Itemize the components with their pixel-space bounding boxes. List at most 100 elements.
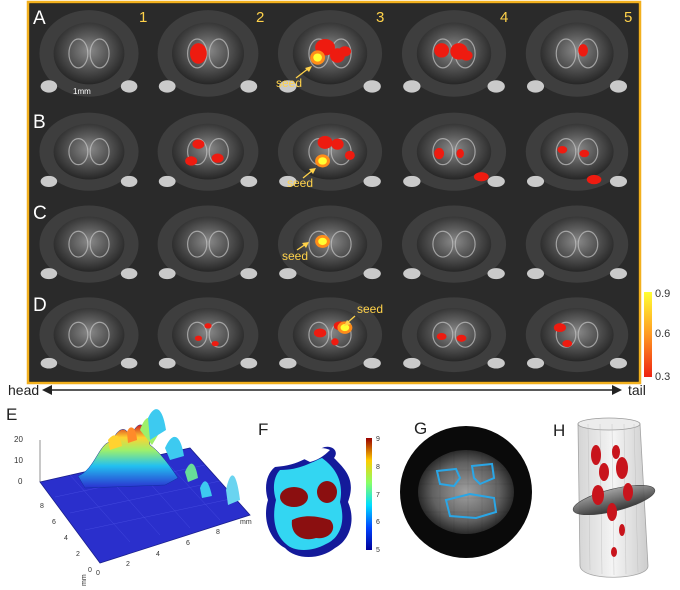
f-tick-8: 8	[376, 464, 380, 471]
column-labels: 1 2 3 4 5	[139, 9, 632, 26]
mri-slice-tile	[516, 107, 638, 200]
arrow-head-left	[42, 385, 52, 395]
mri-slice-tile	[30, 200, 148, 292]
surface-y-ticks: 0 2 4 6 8 mm	[40, 503, 92, 586]
arrow-head-right	[612, 385, 622, 395]
z-tick-20: 20	[14, 435, 23, 444]
panel-f-region-map: F 9 8 7 6 5	[258, 420, 380, 557]
row-label-a: A	[33, 8, 46, 29]
scale-bar-label: 1mm	[73, 87, 91, 96]
activation-blob	[344, 150, 355, 161]
region-notch	[302, 448, 330, 462]
mri-grid: A B C D 1 2 3 4 5 1mm seed seed	[26, 0, 670, 385]
panel-label-g: G	[414, 419, 427, 438]
mri-slice-tile	[392, 200, 516, 292]
colorbar-tick-mid: 0.6	[655, 328, 670, 340]
x-tick: 6	[186, 540, 190, 547]
f-tick-5: 5	[376, 547, 380, 554]
seed-label: seed	[287, 176, 313, 190]
panel-label-h: H	[553, 421, 565, 440]
activation-colorbar: 0.9 0.6 0.3	[644, 288, 670, 383]
mri-tiles	[30, 4, 638, 381]
z-tick-0: 0	[18, 477, 23, 486]
roi-outline-left	[435, 467, 462, 488]
mri-slice-tile	[516, 292, 638, 381]
column-label-2: 2	[256, 9, 264, 26]
region-core-left	[280, 487, 308, 507]
activation-clusters	[591, 445, 633, 557]
activation-blob	[456, 334, 467, 342]
mri-slice-tile	[268, 107, 392, 200]
activation-blob	[553, 323, 567, 333]
y-tick: 2	[76, 551, 80, 558]
surface-peaks	[77, 409, 240, 505]
roi-outline-right	[470, 462, 496, 486]
seed-label: seed	[282, 249, 308, 263]
mri-slice-tile	[268, 292, 392, 381]
seed-marker-b3: seed	[287, 168, 316, 190]
x-unit: mm	[240, 519, 252, 526]
y-tick: 0	[88, 567, 92, 574]
activation-blob	[586, 174, 602, 185]
mri-slice-tile	[392, 107, 516, 200]
seed-label: seed	[357, 302, 383, 316]
jet-colorbar	[366, 438, 372, 550]
colorbar-tick-low: 0.3	[655, 371, 670, 383]
activation-blob	[456, 148, 464, 159]
region-core-right	[317, 481, 337, 503]
panel-label-f: F	[258, 420, 268, 439]
activation-blob	[194, 335, 202, 341]
mri-slice-tile	[148, 200, 268, 292]
row-labels: A B C D	[33, 8, 47, 316]
mri-slice-tile	[392, 4, 516, 107]
roi-outline-bottom	[444, 492, 498, 520]
panel-label-e: E	[6, 405, 17, 424]
tail-label: tail	[628, 382, 646, 398]
activation-blob	[434, 147, 445, 160]
z-tick-10: 10	[14, 456, 23, 465]
colorbar-tick-high: 0.9	[655, 288, 670, 300]
mri-slice-tile	[516, 4, 638, 107]
f-tick-9: 9	[376, 436, 380, 443]
colorbar-gradient	[644, 292, 652, 377]
y-tick: 8	[40, 503, 44, 510]
region-core-bottom	[291, 516, 334, 540]
activation-blob	[317, 135, 333, 149]
activation-blob	[562, 340, 573, 348]
column-label-5: 5	[624, 9, 632, 26]
cord-top-cap	[577, 417, 641, 431]
y-unit: mm	[81, 574, 88, 586]
mri-slice-tile	[516, 200, 638, 292]
activation-blob	[331, 138, 344, 150]
activation-blob	[338, 46, 352, 57]
activation-blob	[192, 139, 205, 149]
seed-marker-a3: seed	[276, 66, 312, 90]
x-tick: 4	[156, 551, 160, 558]
panel-h-3d-cord: H	[553, 417, 656, 578]
mri-slice-tile	[30, 4, 148, 107]
seed-marker-d3: seed	[344, 302, 383, 326]
row-label-b: B	[33, 112, 46, 133]
mri-slice-tile	[30, 107, 148, 200]
column-label-1: 1	[139, 9, 147, 26]
activation-blob	[211, 340, 219, 347]
activation-blob	[185, 156, 198, 166]
activation-blob	[578, 44, 588, 57]
activation-blob	[557, 146, 568, 154]
x-tick: 8	[216, 529, 220, 536]
mri-slice-tile	[148, 107, 268, 200]
mri-slice-tile	[30, 292, 148, 381]
activation-blob	[579, 149, 590, 158]
row-label-c: C	[33, 203, 47, 224]
column-label-4: 4	[500, 9, 508, 26]
column-label-3: 3	[376, 9, 384, 26]
mri-slice-tile	[148, 292, 268, 381]
g-brain-slice	[418, 450, 514, 534]
f-tick-6: 6	[376, 519, 380, 526]
mri-slice-tile	[392, 292, 516, 381]
mri-slice-tile	[268, 4, 392, 107]
activation-blob	[190, 43, 207, 64]
activation-blob	[204, 323, 212, 329]
x-tick: 2	[126, 561, 130, 568]
